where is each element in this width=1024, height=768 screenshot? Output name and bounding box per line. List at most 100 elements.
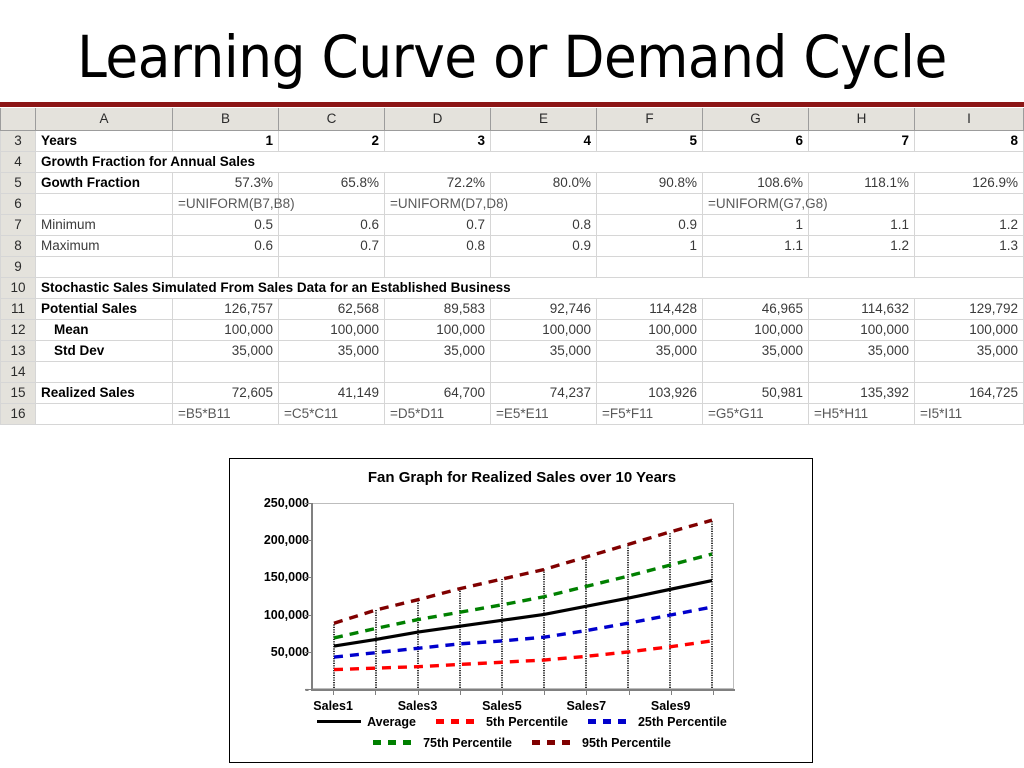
cell-C13[interactable]: 35,000 bbox=[278, 339, 385, 362]
cell-H16[interactable]: =H5*H11 bbox=[808, 402, 915, 425]
cell-I7[interactable]: 1.2 bbox=[914, 213, 1024, 236]
cell-H9[interactable] bbox=[808, 255, 915, 278]
cell-G8[interactable]: 1.1 bbox=[702, 234, 809, 257]
cell-I14[interactable] bbox=[914, 360, 1024, 383]
cell-F9[interactable] bbox=[596, 255, 703, 278]
cell-A14[interactable] bbox=[35, 360, 173, 383]
cell-H3[interactable]: 7 bbox=[808, 129, 915, 152]
cell-B12[interactable]: 100,000 bbox=[172, 318, 279, 341]
cell-A10[interactable]: Stochastic Sales Simulated From Sales Da… bbox=[35, 276, 1024, 299]
cell-F11[interactable]: 114,428 bbox=[596, 297, 703, 320]
cell-G7[interactable]: 1 bbox=[702, 213, 809, 236]
row-header-11[interactable]: 11 bbox=[0, 297, 36, 320]
cell-I12[interactable]: 100,000 bbox=[914, 318, 1024, 341]
cell-H12[interactable]: 100,000 bbox=[808, 318, 915, 341]
cell-E3[interactable]: 4 bbox=[490, 129, 597, 152]
cell-F3[interactable]: 5 bbox=[596, 129, 703, 152]
row-header-9[interactable]: 9 bbox=[0, 255, 36, 278]
cell-H15[interactable]: 135,392 bbox=[808, 381, 915, 404]
row-header-10[interactable]: 10 bbox=[0, 276, 36, 299]
cell-E11[interactable]: 92,746 bbox=[490, 297, 597, 320]
cell-E6[interactable] bbox=[490, 192, 597, 215]
cell-D14[interactable] bbox=[384, 360, 491, 383]
column-header-i[interactable]: I bbox=[914, 108, 1024, 131]
cell-B13[interactable]: 35,000 bbox=[172, 339, 279, 362]
fan-graph-chart[interactable]: Fan Graph for Realized Sales over 10 Yea… bbox=[229, 458, 813, 763]
cell-F13[interactable]: 35,000 bbox=[596, 339, 703, 362]
cell-I9[interactable] bbox=[914, 255, 1024, 278]
cell-F8[interactable]: 1 bbox=[596, 234, 703, 257]
row-header-7[interactable]: 7 bbox=[0, 213, 36, 236]
cell-C3[interactable]: 2 bbox=[278, 129, 385, 152]
cell-D6[interactable]: =UNIFORM(D7,D8) bbox=[384, 192, 508, 215]
cell-H13[interactable]: 35,000 bbox=[808, 339, 915, 362]
row-header-5[interactable]: 5 bbox=[0, 171, 36, 194]
legend-item-5th-percentile[interactable]: 5th Percentile bbox=[435, 715, 568, 729]
column-header-e[interactable]: E bbox=[490, 108, 597, 131]
column-header-a[interactable]: A bbox=[35, 108, 173, 131]
legend-item-25th-percentile[interactable]: 25th Percentile bbox=[587, 715, 727, 729]
row-header-3[interactable]: 3 bbox=[0, 129, 36, 152]
cell-D3[interactable]: 3 bbox=[384, 129, 491, 152]
cell-G14[interactable] bbox=[702, 360, 809, 383]
cell-G12[interactable]: 100,000 bbox=[702, 318, 809, 341]
cell-H11[interactable]: 114,632 bbox=[808, 297, 915, 320]
cell-I13[interactable]: 35,000 bbox=[914, 339, 1024, 362]
cell-D11[interactable]: 89,583 bbox=[384, 297, 491, 320]
cell-C7[interactable]: 0.6 bbox=[278, 213, 385, 236]
cell-C8[interactable]: 0.7 bbox=[278, 234, 385, 257]
cell-I15[interactable]: 164,725 bbox=[914, 381, 1024, 404]
column-header-b[interactable]: B bbox=[172, 108, 279, 131]
cell-E14[interactable] bbox=[490, 360, 597, 383]
cell-B3[interactable]: 1 bbox=[172, 129, 279, 152]
cell-E15[interactable]: 74,237 bbox=[490, 381, 597, 404]
cell-I3[interactable]: 8 bbox=[914, 129, 1024, 152]
cell-E7[interactable]: 0.8 bbox=[490, 213, 597, 236]
cell-C9[interactable] bbox=[278, 255, 385, 278]
cell-H6[interactable] bbox=[808, 192, 915, 215]
row-header-13[interactable]: 13 bbox=[0, 339, 36, 362]
cell-B16[interactable]: =B5*B11 bbox=[172, 402, 279, 425]
cell-G3[interactable]: 6 bbox=[702, 129, 809, 152]
row-header-16[interactable]: 16 bbox=[0, 402, 36, 425]
column-header-f[interactable]: F bbox=[596, 108, 703, 131]
cell-B14[interactable] bbox=[172, 360, 279, 383]
cell-A9[interactable] bbox=[35, 255, 173, 278]
cell-A7[interactable]: Minimum bbox=[35, 213, 173, 236]
cell-F12[interactable]: 100,000 bbox=[596, 318, 703, 341]
cell-C12[interactable]: 100,000 bbox=[278, 318, 385, 341]
cell-G11[interactable]: 46,965 bbox=[702, 297, 809, 320]
cell-G13[interactable]: 35,000 bbox=[702, 339, 809, 362]
cell-B8[interactable]: 0.6 bbox=[172, 234, 279, 257]
cell-G15[interactable]: 50,981 bbox=[702, 381, 809, 404]
cell-D8[interactable]: 0.8 bbox=[384, 234, 491, 257]
cell-C6[interactable] bbox=[278, 192, 385, 215]
cell-E8[interactable]: 0.9 bbox=[490, 234, 597, 257]
row-header-6[interactable]: 6 bbox=[0, 192, 36, 215]
legend-item-average[interactable]: Average bbox=[317, 715, 416, 729]
cell-F5[interactable]: 90.8% bbox=[596, 171, 703, 194]
cell-F14[interactable] bbox=[596, 360, 703, 383]
legend-item-75th-percentile[interactable]: 75th Percentile bbox=[373, 736, 512, 750]
cell-I16[interactable]: =I5*I11 bbox=[914, 402, 1024, 425]
legend-item-95th-percentile[interactable]: 95th Percentile bbox=[532, 736, 671, 750]
cell-D12[interactable]: 100,000 bbox=[384, 318, 491, 341]
column-header-d[interactable]: D bbox=[384, 108, 491, 131]
cell-A13[interactable]: Std Dev bbox=[35, 339, 173, 362]
cell-B5[interactable]: 57.3% bbox=[172, 171, 279, 194]
cell-A3[interactable]: Years bbox=[35, 129, 173, 152]
cell-E12[interactable]: 100,000 bbox=[490, 318, 597, 341]
cell-D7[interactable]: 0.7 bbox=[384, 213, 491, 236]
row-header-12[interactable]: 12 bbox=[0, 318, 36, 341]
row-header-14[interactable]: 14 bbox=[0, 360, 36, 383]
column-header-h[interactable]: H bbox=[808, 108, 915, 131]
cell-C16[interactable]: =C5*C11 bbox=[278, 402, 385, 425]
cell-D16[interactable]: =D5*D11 bbox=[384, 402, 491, 425]
cell-D9[interactable] bbox=[384, 255, 491, 278]
cell-B15[interactable]: 72,605 bbox=[172, 381, 279, 404]
cell-C15[interactable]: 41,149 bbox=[278, 381, 385, 404]
cell-H8[interactable]: 1.2 bbox=[808, 234, 915, 257]
cell-A16[interactable] bbox=[35, 402, 173, 425]
column-header-c[interactable]: C bbox=[278, 108, 385, 131]
cell-E9[interactable] bbox=[490, 255, 597, 278]
